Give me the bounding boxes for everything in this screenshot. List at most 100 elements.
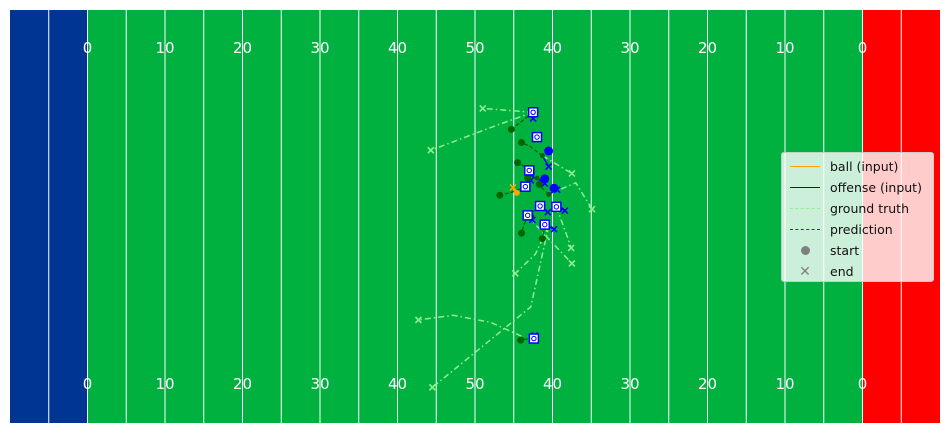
prediction-start-dot	[534, 175, 540, 181]
yard-number-label: 30	[310, 39, 329, 57]
legend-label: ground truth	[830, 201, 909, 216]
ball-start-dot	[513, 189, 520, 196]
ground-truth-end-marker	[588, 205, 596, 213]
yard-number-label: 50	[465, 39, 484, 57]
ground-truth-end-marker	[511, 269, 519, 278]
end-x-stroke	[427, 146, 435, 154]
legend-label: ball (input)	[830, 159, 899, 174]
ground-truth-end-marker	[427, 146, 435, 154]
end-x-stroke	[479, 104, 487, 112]
yard-number-label: 40	[388, 39, 407, 57]
end-x-stroke	[414, 316, 422, 324]
offense-start-ring	[522, 183, 529, 190]
ground-truth-end-marker	[568, 169, 576, 178]
prediction-path	[499, 186, 526, 196]
markers	[496, 107, 562, 344]
yard-number-label: 10	[155, 39, 174, 57]
prediction-end-dot	[518, 139, 525, 147]
end-x-stroke	[568, 259, 576, 267]
offense-end-marker	[545, 162, 553, 171]
ground-truth-end-marker	[567, 244, 575, 252]
ground-truth-path	[431, 226, 550, 388]
legend-item: ground truth	[788, 198, 927, 219]
offense-start-ring	[537, 203, 543, 209]
end-x-stroke	[428, 383, 436, 391]
end-x-stroke	[511, 269, 519, 278]
prediction-end-dot	[507, 125, 515, 133]
offense-end-marker	[550, 225, 558, 233]
legend-x-sample: ✕	[799, 263, 811, 280]
offense-start-ring	[525, 212, 531, 219]
yard-number-label: 20	[698, 39, 717, 57]
yard-number-label: 50	[465, 375, 484, 393]
end-x-stroke	[509, 183, 517, 192]
offense-start-square	[534, 200, 546, 212]
ground-truth-path	[527, 214, 573, 264]
prediction-end-dot	[517, 336, 525, 344]
ground-truth-end-marker	[428, 383, 436, 391]
offense-start-ring	[531, 335, 537, 342]
offense-start-ring	[534, 134, 540, 140]
offense-start-square	[524, 165, 535, 176]
legend-line-sample	[790, 187, 820, 188]
offense-dot	[544, 146, 554, 156]
end-x-stroke	[544, 208, 552, 216]
offense-start-square	[520, 181, 531, 192]
legend-item: prediction	[788, 219, 927, 240]
yard-number-label: 0	[83, 375, 93, 393]
legend-line-sample	[790, 229, 820, 230]
end-x-stroke	[567, 244, 575, 252]
prediction-start-dot	[539, 153, 545, 159]
legend-item: ball (input)	[788, 156, 927, 177]
legend-line-sample	[790, 166, 820, 167]
yard-number-label: 30	[620, 375, 639, 393]
offense-start-square	[522, 210, 533, 221]
yard-number-label: 20	[233, 375, 252, 393]
offense-dot	[540, 174, 550, 184]
offense-start-ring	[530, 109, 536, 115]
legend-line-sample	[790, 208, 820, 209]
prediction-start-dot	[546, 191, 552, 197]
yard-number-label: 30	[620, 39, 639, 57]
prediction-end-dot	[496, 191, 504, 199]
end-x-stroke	[561, 207, 569, 215]
legend-swatch	[788, 244, 822, 258]
end-x-stroke	[550, 225, 558, 233]
yard-number-label: 10	[775, 375, 794, 393]
legend-item: start	[788, 240, 927, 261]
prediction-end-dot	[518, 229, 525, 237]
yard-number-label: 20	[233, 39, 252, 57]
legend-item: offense (input)	[788, 177, 927, 198]
ground-truth-path	[482, 107, 534, 114]
offense-end-marker	[544, 208, 552, 216]
end-x-stroke	[545, 162, 553, 171]
ground-truth-end-marker	[414, 316, 422, 324]
offense-start-ring	[542, 221, 548, 228]
yard-number-label: 40	[388, 375, 407, 393]
prediction-end-dot	[535, 180, 543, 188]
prediction-end-dot	[538, 235, 546, 243]
legend-item: ✕ end	[788, 261, 927, 282]
legend-swatch: ✕	[788, 265, 822, 279]
yard-number-label: 20	[698, 375, 717, 393]
yard-numbers: 0 0 10 10 20 20 30 30 40 40 50 50 40 40 30 30 20 20 10 10 0 0	[83, 39, 868, 393]
offense-start-ring	[526, 167, 532, 174]
yard-number-label: 40	[543, 375, 562, 393]
ground-truth-end-marker	[568, 259, 576, 267]
yard-number-label: 30	[310, 375, 329, 393]
yard-number-label: 0	[858, 375, 868, 393]
legend-swatch	[788, 202, 822, 216]
offense-start-square	[528, 333, 540, 344]
chart-legend: ball (input) offense (input) ground truth p…	[781, 152, 934, 282]
yard-number-label: 10	[155, 375, 174, 393]
legend-label: offense (input)	[830, 180, 922, 195]
ground-truth-path	[418, 314, 522, 337]
yard-number-label: 10	[775, 39, 794, 57]
offense-end-marker	[561, 207, 569, 215]
offense-start-ring	[553, 204, 560, 210]
yard-number-label: 40	[543, 39, 562, 57]
legend-swatch	[788, 181, 822, 195]
legend-label: start	[830, 243, 860, 258]
legend-swatch	[788, 160, 822, 174]
legend-swatch	[788, 223, 822, 237]
